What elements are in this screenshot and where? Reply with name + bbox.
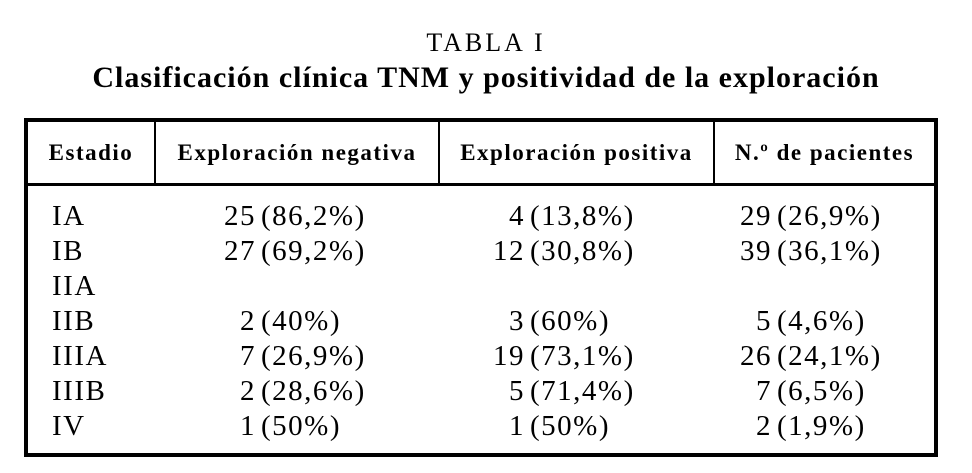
table-row: IIA [28,269,934,304]
n_pacientes-count: 7 [756,375,772,407]
n_pacientes-count [715,269,772,304]
exploracion_positiva-percent: (73,1%) [530,340,635,372]
n_pacientes-cell: 5 (4,6%) [715,304,934,339]
exploracion_negativa-count: 7 [240,340,256,372]
table-header-row: Estadio Exploración negativa Exploración… [28,122,934,186]
exploracion_positiva-count: 1 [509,410,525,442]
estadio-cell: IV [52,410,86,442]
table-row: IV 1 (50%) 1 (50%) 2 (1,9%) [28,409,934,444]
column-header-estadio: Estadio [28,122,156,183]
tnm-classification-table: Estadio Exploración negativa Exploración… [24,118,938,457]
table-row: IIIB 2 (28,6%) 5 (71,4%) 7 (6,5%) [28,374,934,409]
exploracion_positiva-cell [440,269,715,304]
exploracion_positiva-count: 4 [509,200,525,232]
exploracion_positiva-percent: (71,4%) [530,375,635,407]
exploracion_positiva-cell: 19 (73,1%) [440,339,715,374]
n_pacientes-cell: 2 (1,9%) [715,409,934,444]
n_pacientes-cell: 26 (24,1%) [715,339,934,374]
exploracion_negativa-count: 1 [240,410,256,442]
n_pacientes-cell [715,269,934,304]
exploracion_negativa-cell [156,269,440,304]
n_pacientes-cell: 29 (26,9%) [715,199,934,234]
n_pacientes-percent: (6,5%) [777,375,866,407]
estadio-cell: IB [52,235,84,267]
exploracion_positiva-cell: 3 (60%) [440,304,715,339]
exploracion_negativa-cell: 27 (69,2%) [156,234,440,269]
exploracion_negativa-cell: 7 (26,9%) [156,339,440,374]
exploracion_negativa-percent: (28,6%) [261,375,366,407]
estadio-cell: IIIB [52,375,107,407]
column-header-n-pacientes: N.º de pacientes [734,139,915,165]
n_pacientes-percent: (26,9%) [777,200,882,232]
exploracion_negativa-count: 2 [240,375,256,407]
exploracion_negativa-percent: (69,2%) [261,235,366,267]
exploracion_positiva-percent: (30,8%) [530,235,635,267]
exploracion_positiva-percent: (50%) [530,410,610,442]
exploracion_positiva-count: 3 [509,305,525,337]
column-header-exploracion-positiva: Exploración positiva [440,122,715,183]
table-row: IB 27 (69,2%) 12 (30,8%) 39 (36,1%) [28,234,934,269]
estadio-cell: IIA [52,270,97,302]
exploracion_positiva-count [440,269,525,304]
n_pacientes-count: 5 [756,305,772,337]
exploracion_negativa-cell: 25 (86,2%) [156,199,440,234]
exploracion_negativa-cell: 2 (28,6%) [156,374,440,409]
table-row: IIB 2 (40%) 3 (60%) 5 (4,6%) [28,304,934,339]
column-header-exploracion-negativa: Exploración negativa [156,122,440,183]
table-subtitle: Clasificación clínica TNM y positividad … [92,61,880,94]
n_pacientes-cell: 7 (6,5%) [715,374,934,409]
table-row: IIIA 7 (26,9%) 19 (73,1%) 26 (24,1%) [28,339,934,374]
exploracion_negativa-count [156,269,256,304]
estadio-cell: IIB [52,305,96,337]
n_pacientes-cell: 39 (36,1%) [715,234,934,269]
exploracion_positiva-cell: 12 (30,8%) [440,234,715,269]
exploracion_negativa-percent: (26,9%) [261,340,366,372]
table-body: IA 25 (86,2%) 4 (13,8%) 29 (26,9%) IB 27 (69,2%) 1… [28,186,934,444]
exploracion_positiva-percent: (13,8%) [530,200,635,232]
exploracion_negativa-percent: (86,2%) [261,200,366,232]
n_pacientes-percent: (4,6%) [777,305,866,337]
table-row: IA 25 (86,2%) 4 (13,8%) 29 (26,9%) [28,199,934,234]
n_pacientes-count: 29 [740,200,772,232]
exploracion_positiva-count: 12 [493,235,525,267]
exploracion_negativa-percent: (40%) [261,305,341,337]
exploracion_negativa-cell: 1 (50%) [156,409,440,444]
estadio-cell: IA [52,200,86,232]
exploracion_positiva-cell: 5 (71,4%) [440,374,715,409]
exploracion_negativa-count: 2 [240,305,256,337]
exploracion_negativa-percent: (50%) [261,410,341,442]
n_pacientes-percent: (36,1%) [777,235,882,267]
n_pacientes-percent: (1,9%) [777,410,866,442]
estadio-cell: IIIA [52,340,108,372]
n_pacientes-percent: (24,1%) [777,340,882,372]
exploracion_negativa-cell: 2 (40%) [156,304,440,339]
n_pacientes-count: 39 [740,235,772,267]
table-title: TABLA I [426,28,546,57]
exploracion_positiva-cell: 1 (50%) [440,409,715,444]
n_pacientes-count: 26 [740,340,772,372]
exploracion_negativa-count: 27 [224,235,256,267]
exploracion_positiva-cell: 4 (13,8%) [440,199,715,234]
exploracion_positiva-count: 19 [493,340,525,372]
exploracion_positiva-count: 5 [509,375,525,407]
exploracion_positiva-percent: (60%) [530,305,610,337]
n_pacientes-count: 2 [756,410,772,442]
exploracion_negativa-count: 25 [224,200,256,232]
